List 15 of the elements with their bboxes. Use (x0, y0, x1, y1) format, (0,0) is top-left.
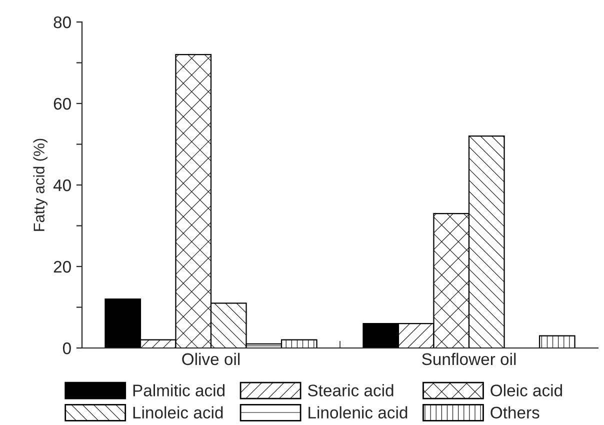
bar (538, 335, 576, 348)
y-tick-label: 80 (54, 16, 71, 28)
legend-label: Oleic acid (490, 384, 562, 396)
legend-label: Linolenic acid (308, 406, 408, 419)
x-tick-label: Olive oil (182, 352, 240, 366)
y-axis-title: Fatty acid (%) (33, 138, 48, 231)
y-tick-label: 60 (54, 98, 71, 110)
legend-label: Linoleic acid (133, 406, 223, 419)
y-tick-label: 20 (54, 260, 71, 273)
legend-label: Palmitic acid (133, 384, 224, 396)
x-tick-label: Sunflower oil (422, 352, 516, 366)
y-tick-label: 40 (53, 179, 71, 192)
y-tick-label: 0 (62, 342, 71, 354)
legend-label: Stearic acid (308, 384, 394, 396)
legend-label: Others (490, 406, 540, 419)
